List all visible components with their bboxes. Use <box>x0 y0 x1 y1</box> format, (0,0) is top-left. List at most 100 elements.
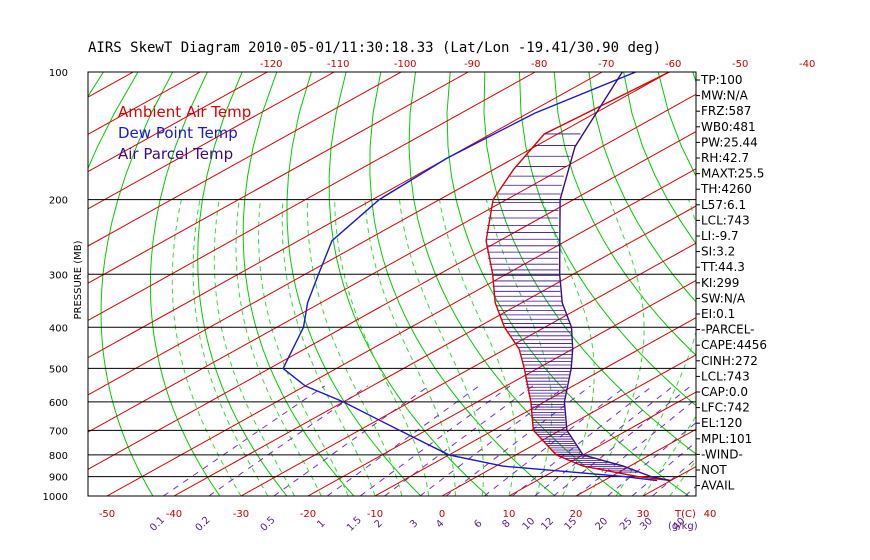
dry-adiabat <box>369 72 556 496</box>
stat-item: CAPE:4456 <box>701 338 767 352</box>
stat-item: LCL:743 <box>701 369 750 383</box>
bottom-temp-tick: -50 <box>99 509 115 520</box>
mixing-ratio-tick: 25 <box>618 516 635 533</box>
top-temp-tick: -70 <box>598 59 614 70</box>
dry-adiabat <box>100 72 174 496</box>
stat-item: L57:6.1 <box>701 198 746 212</box>
top-temp-tick: -100 <box>394 59 417 70</box>
mixing-ratio-line <box>419 385 567 496</box>
dry-adiabat <box>762 72 870 496</box>
bottom-temp-tick: 30 <box>637 509 650 520</box>
top-temp-tick: -90 <box>464 59 480 70</box>
legend-air-parcel-temp: Air Parcel Temp <box>118 145 233 163</box>
stat-item: MAXT:25.5 <box>701 167 764 181</box>
pressure-tick-label: 600 <box>49 398 68 409</box>
mixing-ratio-line <box>208 385 368 496</box>
stat-item: PW:25.44 <box>701 135 758 149</box>
dry-adiabat <box>588 72 696 303</box>
isotherm <box>240 242 696 496</box>
isotherm <box>88 72 670 396</box>
bottom-temp-tick: -30 <box>233 509 249 520</box>
legend-ambient-air-temp: Ambient Air Temp <box>118 103 251 121</box>
stat-item: RH:42.7 <box>701 151 749 165</box>
moist-adiabat <box>258 199 349 496</box>
pressure-tick-label: 1000 <box>43 492 68 503</box>
stat-item: AVAIL <box>701 479 735 493</box>
isotherm <box>88 72 402 247</box>
pressure-tick-label: 200 <box>49 196 68 207</box>
moist-adiabat <box>615 199 696 496</box>
dry-adiabat <box>149 72 221 496</box>
bottom-axis-label: T(C) <box>674 509 696 520</box>
moist-adiabat <box>364 199 456 496</box>
mixing-ratio-line <box>576 398 696 496</box>
pressure-tick-label: 900 <box>49 473 68 484</box>
pressure-tick-label: 400 <box>49 323 68 334</box>
profiles <box>282 72 671 482</box>
mixing-ratio-line <box>445 385 591 496</box>
mixing-ratio-tick: 0.2 <box>194 515 213 534</box>
stat-item: FRZ:587 <box>701 104 751 118</box>
plot-frame <box>87 71 697 497</box>
chart-title: AIRS SkewT Diagram 2010-05-01/11:30:18.3… <box>88 40 661 56</box>
mixing-ratio-label: (g/kg) <box>668 521 698 532</box>
mixing-ratio-tick: 6 <box>472 518 484 530</box>
mixing-ratio-line <box>326 385 480 496</box>
mixing-ratio-line <box>384 385 534 496</box>
moist-adiabat <box>541 199 595 496</box>
ambient-air-temp-line <box>485 72 671 482</box>
stat-item: TH:4260 <box>700 182 752 196</box>
stat-item: LCL:743 <box>701 213 750 227</box>
top-temp-tick: -80 <box>531 59 547 70</box>
moist-adiabat <box>235 199 322 496</box>
pressure-tick-label: 500 <box>49 364 68 375</box>
stat-item: -PARCEL- <box>701 323 755 337</box>
dry-adiabat <box>623 72 696 245</box>
mixing-ratio-tick: 0.1 <box>148 515 167 534</box>
mixing-ratio-tick: 10 <box>521 516 538 533</box>
mixing-ratio-line <box>631 441 696 496</box>
stat-item: EI:0.1 <box>701 307 735 321</box>
legend-dew-point-temp: Dew Point Temp <box>118 124 238 142</box>
cape-hatch <box>486 133 639 473</box>
dry-adiabat <box>328 72 489 496</box>
stat-item: MW:N/A <box>701 89 749 103</box>
moist-adiabat <box>334 199 430 496</box>
moist-adiabat <box>588 199 645 496</box>
pressure-tick-label: 700 <box>49 426 68 437</box>
isotherm <box>88 72 335 210</box>
stat-item: SI:3.2 <box>701 245 735 259</box>
mixing-ratio-line <box>553 385 692 496</box>
moist-adiabat <box>192 199 269 496</box>
isotherm <box>173 205 696 496</box>
mixing-ratio-tick: 0.5 <box>259 515 278 534</box>
bottom-temp-tick: -20 <box>300 509 316 520</box>
isotherm <box>88 93 696 433</box>
isotherm <box>88 72 469 284</box>
air-parcel-temp-line <box>558 72 671 482</box>
mixing-ratio-tick: 12 <box>539 516 556 533</box>
isotherm <box>307 279 696 496</box>
top-temp-tick: -50 <box>732 59 748 70</box>
dew-point-temp-line <box>282 72 658 482</box>
isotherm <box>88 130 696 470</box>
mixing-ratio-line <box>163 385 325 496</box>
mixing-ratio-line <box>273 385 430 496</box>
mixing-ratio-line <box>607 422 696 496</box>
mixing-ratio-line <box>483 385 627 496</box>
isotherm <box>106 168 696 496</box>
mixing-ratio-tick: 1.5 <box>345 515 364 534</box>
dry-adiabat <box>797 72 870 496</box>
stat-item: SW:N/A <box>701 291 746 305</box>
bottom-temp-tick: 40 <box>704 509 717 520</box>
mixing-ratio-tick: 20 <box>593 516 610 533</box>
moist-adiabat <box>642 415 696 496</box>
pressure-tick-label: 100 <box>49 68 68 79</box>
stat-item: MPL:101 <box>701 432 752 446</box>
top-temp-tick: -120 <box>260 59 283 70</box>
stat-item: WB0:481 <box>701 120 756 134</box>
isotherm <box>88 72 268 173</box>
stat-item: EL:120 <box>701 416 742 430</box>
bottom-temp-tick: -10 <box>367 509 383 520</box>
bottom-temp-tick: -40 <box>166 509 182 520</box>
